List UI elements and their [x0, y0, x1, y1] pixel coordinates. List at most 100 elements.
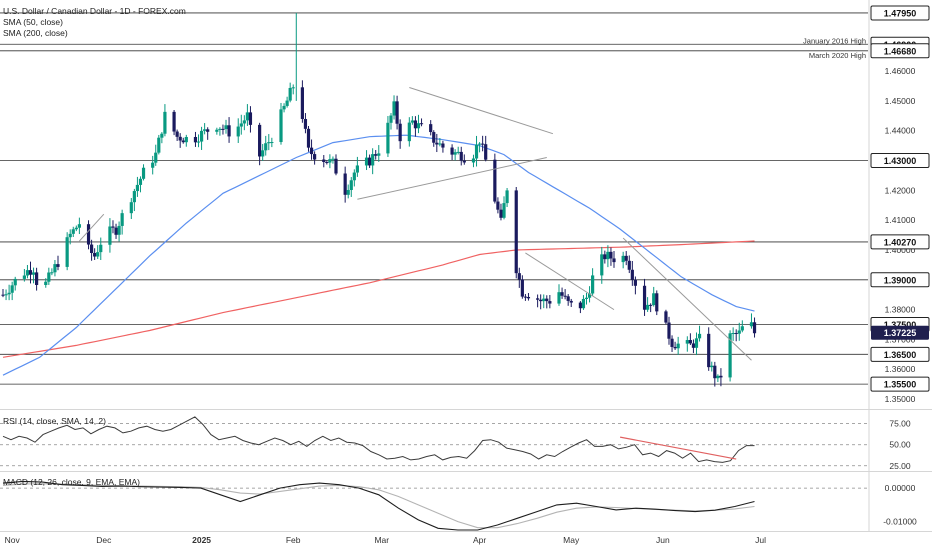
candle[interactable]: [477, 142, 482, 153]
candle[interactable]: [737, 322, 741, 341]
candle[interactable]: [368, 154, 372, 168]
candle[interactable]: [303, 113, 308, 134]
candle[interactable]: [667, 316, 671, 345]
candle[interactable]: [111, 220, 115, 234]
candle[interactable]: [193, 131, 198, 147]
candle[interactable]: [450, 144, 454, 160]
candle[interactable]: [96, 245, 100, 260]
candle[interactable]: [502, 196, 506, 220]
candle[interactable]: [1, 289, 5, 298]
candle[interactable]: [184, 134, 188, 147]
candle[interactable]: [719, 368, 723, 387]
level-label[interactable]: 1.35500: [870, 376, 930, 392]
candle[interactable]: [542, 294, 546, 309]
level-label[interactable]: 1.47950: [870, 5, 930, 21]
candle[interactable]: [224, 119, 228, 134]
candle[interactable]: [694, 332, 699, 356]
candle[interactable]: [163, 104, 167, 137]
candle[interactable]: [25, 265, 30, 279]
candle[interactable]: [707, 327, 711, 371]
candle[interactable]: [288, 82, 292, 103]
candle[interactable]: [7, 284, 11, 301]
candle[interactable]: [77, 217, 81, 235]
candle[interactable]: [282, 103, 286, 113]
candle[interactable]: [429, 120, 433, 136]
candle[interactable]: [50, 268, 54, 276]
candle[interactable]: [407, 117, 411, 147]
candle[interactable]: [685, 336, 689, 352]
candle[interactable]: [655, 290, 659, 316]
candle[interactable]: [352, 169, 356, 187]
candle[interactable]: [609, 247, 613, 266]
candle[interactable]: [395, 95, 399, 130]
candle[interactable]: [557, 284, 561, 306]
candlesticks[interactable]: [1, 12, 757, 387]
candle[interactable]: [218, 127, 222, 136]
price-axis[interactable]: 1.350001.360001.370001.380001.390001.400…: [870, 5, 930, 527]
candle[interactable]: [664, 309, 668, 325]
candle[interactable]: [258, 122, 262, 166]
candle[interactable]: [416, 114, 421, 134]
candle[interactable]: [731, 327, 735, 341]
candle[interactable]: [697, 325, 702, 342]
price-pane[interactable]: January 2016 High March 2020 High: [0, 0, 932, 532]
candle[interactable]: [410, 116, 414, 125]
candle[interactable]: [441, 140, 445, 153]
candle[interactable]: [221, 124, 225, 135]
candle[interactable]: [481, 135, 485, 152]
candle[interactable]: [199, 126, 204, 150]
candle[interactable]: [160, 132, 164, 144]
candle[interactable]: [328, 154, 332, 169]
candle[interactable]: [300, 80, 304, 123]
candle[interactable]: [523, 294, 528, 301]
candle[interactable]: [313, 151, 317, 165]
candle[interactable]: [734, 329, 738, 342]
candle[interactable]: [673, 341, 677, 350]
rsi-pane[interactable]: [0, 416, 868, 467]
candle[interactable]: [291, 84, 295, 95]
candle[interactable]: [493, 153, 497, 204]
macd-pane[interactable]: [0, 480, 868, 531]
last-price-tag[interactable]: 1.37225: [871, 325, 929, 340]
candle[interactable]: [175, 129, 179, 141]
candle[interactable]: [28, 261, 33, 284]
candle[interactable]: [44, 278, 48, 288]
candle[interactable]: [606, 245, 610, 268]
candle[interactable]: [642, 278, 647, 316]
candle[interactable]: [120, 209, 124, 235]
level-label[interactable]: 1.39000: [870, 272, 930, 288]
candle[interactable]: [649, 303, 653, 313]
candle[interactable]: [545, 295, 549, 309]
level-label[interactable]: 1.46680: [870, 43, 930, 59]
candle[interactable]: [172, 109, 176, 136]
level-label[interactable]: 1.40270: [870, 234, 930, 250]
time-axis[interactable]: Nov Dec 2025 Feb Mar Apr May Jun Jul: [5, 535, 767, 545]
candle[interactable]: [600, 246, 604, 284]
candle[interactable]: [245, 104, 249, 126]
candle[interactable]: [398, 119, 402, 149]
candle[interactable]: [536, 294, 540, 308]
candle[interactable]: [306, 126, 311, 152]
candle[interactable]: [178, 133, 182, 148]
candle[interactable]: [499, 203, 503, 221]
candle[interactable]: [343, 166, 347, 203]
candle[interactable]: [141, 164, 146, 181]
candle[interactable]: [68, 229, 72, 245]
candle[interactable]: [526, 293, 531, 301]
candle[interactable]: [89, 239, 94, 261]
candle[interactable]: [624, 251, 628, 266]
candle[interactable]: [53, 260, 57, 277]
candle[interactable]: [474, 135, 479, 167]
candle[interactable]: [517, 267, 521, 288]
candle[interactable]: [670, 335, 674, 352]
candle[interactable]: [236, 118, 240, 143]
candle[interactable]: [248, 106, 253, 133]
candle[interactable]: [22, 268, 26, 282]
candle[interactable]: [752, 317, 757, 338]
candle[interactable]: [413, 116, 418, 137]
candle[interactable]: [389, 113, 393, 130]
candle[interactable]: [114, 223, 118, 239]
candle[interactable]: [154, 144, 158, 166]
candle[interactable]: [279, 102, 283, 145]
